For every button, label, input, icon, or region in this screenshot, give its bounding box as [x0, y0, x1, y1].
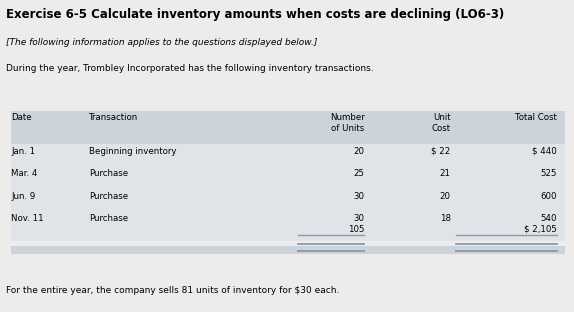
Text: Date: Date — [11, 113, 32, 122]
Text: 21: 21 — [440, 169, 451, 178]
Text: Purchase: Purchase — [89, 169, 128, 178]
Text: $ 22: $ 22 — [431, 147, 451, 156]
Text: For the entire year, the company sells 81 units of inventory for $30 each.: For the entire year, the company sells 8… — [6, 286, 339, 295]
Text: Jun. 9: Jun. 9 — [11, 192, 36, 201]
Bar — [11, 188, 565, 211]
Text: $ 2,105: $ 2,105 — [524, 225, 557, 234]
Text: 30: 30 — [354, 214, 364, 223]
Text: Unit
Cost: Unit Cost — [432, 113, 451, 133]
Text: Number
of Units: Number of Units — [329, 113, 364, 133]
Bar — [11, 211, 565, 233]
Text: 525: 525 — [540, 169, 557, 178]
Text: Transaction: Transaction — [89, 113, 138, 122]
Bar — [11, 219, 565, 241]
Text: 18: 18 — [440, 214, 451, 223]
Bar — [11, 246, 565, 254]
Text: During the year, Trombley Incorporated has the following inventory transactions.: During the year, Trombley Incorporated h… — [6, 64, 373, 73]
Text: $ 440: $ 440 — [532, 147, 557, 156]
Text: 20: 20 — [440, 192, 451, 201]
Text: 30: 30 — [354, 192, 364, 201]
Text: [The following information applies to the questions displayed below.]: [The following information applies to th… — [6, 38, 317, 47]
Text: Mar. 4: Mar. 4 — [11, 169, 38, 178]
Text: 25: 25 — [354, 169, 364, 178]
Text: Purchase: Purchase — [89, 192, 128, 201]
Text: Purchase: Purchase — [89, 214, 128, 223]
Bar — [11, 144, 565, 166]
Text: Jan. 1: Jan. 1 — [11, 147, 36, 156]
Text: 105: 105 — [348, 225, 364, 234]
Text: Nov. 11: Nov. 11 — [11, 214, 44, 223]
Text: Exercise 6-5 Calculate inventory amounts when costs are declining (LO6-3): Exercise 6-5 Calculate inventory amounts… — [6, 8, 504, 21]
Bar — [11, 166, 565, 188]
Text: Beginning inventory: Beginning inventory — [89, 147, 176, 156]
Text: 600: 600 — [540, 192, 557, 201]
Text: Total Cost: Total Cost — [515, 113, 557, 122]
Text: 540: 540 — [540, 214, 557, 223]
Text: 20: 20 — [354, 147, 364, 156]
